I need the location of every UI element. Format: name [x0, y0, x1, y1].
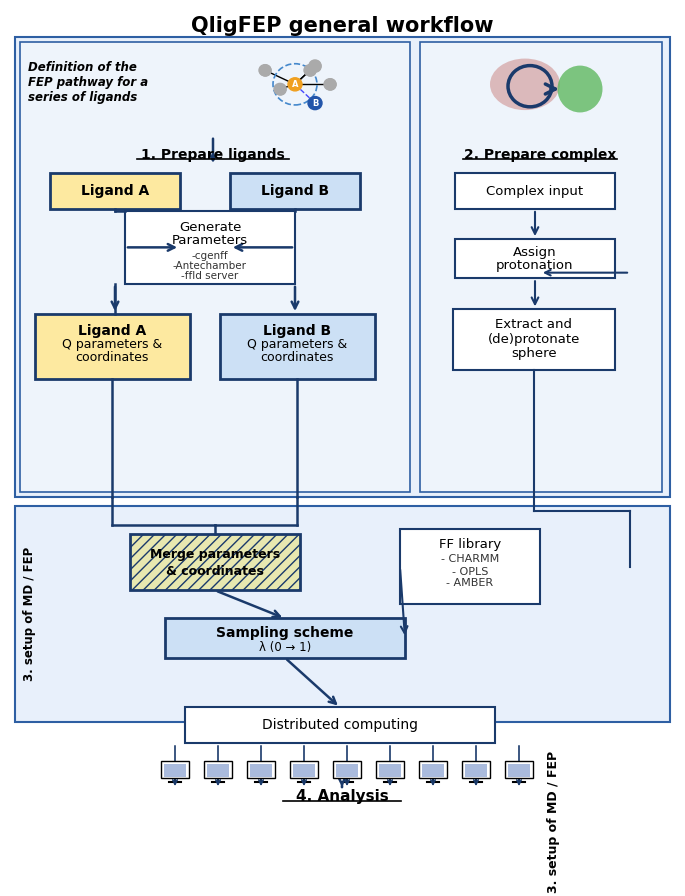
FancyBboxPatch shape — [505, 761, 533, 778]
FancyBboxPatch shape — [419, 761, 447, 778]
Circle shape — [274, 83, 286, 95]
FancyBboxPatch shape — [455, 173, 615, 209]
FancyBboxPatch shape — [422, 763, 444, 777]
Text: Parameters: Parameters — [172, 235, 248, 247]
FancyBboxPatch shape — [376, 761, 404, 778]
Text: & coordinates: & coordinates — [166, 565, 264, 578]
Text: coordinates: coordinates — [260, 351, 334, 365]
Text: λ (0 → 1): λ (0 → 1) — [259, 641, 311, 654]
FancyBboxPatch shape — [508, 763, 530, 777]
Text: Complex input: Complex input — [486, 185, 584, 198]
Text: 3. setup of MD / FEP: 3. setup of MD / FEP — [23, 547, 36, 681]
Text: Ligand B: Ligand B — [261, 185, 329, 198]
FancyBboxPatch shape — [455, 239, 615, 279]
Text: FF library: FF library — [439, 538, 501, 551]
FancyBboxPatch shape — [230, 173, 360, 209]
FancyBboxPatch shape — [420, 42, 662, 492]
FancyBboxPatch shape — [125, 211, 295, 284]
Ellipse shape — [558, 65, 603, 112]
FancyBboxPatch shape — [220, 314, 375, 380]
Text: 4. Analysis: 4. Analysis — [296, 789, 388, 804]
FancyBboxPatch shape — [462, 761, 490, 778]
Text: Sampling scheme: Sampling scheme — [216, 626, 353, 641]
Text: Q parameters &: Q parameters & — [62, 339, 162, 351]
Text: Distributed computing: Distributed computing — [262, 719, 418, 732]
Text: Definition of the
FEP pathway for a
series of ligands: Definition of the FEP pathway for a seri… — [28, 61, 148, 104]
Text: protonation: protonation — [496, 259, 574, 271]
FancyBboxPatch shape — [400, 530, 540, 605]
FancyBboxPatch shape — [130, 534, 300, 590]
FancyBboxPatch shape — [204, 761, 232, 778]
FancyBboxPatch shape — [465, 763, 487, 777]
Circle shape — [288, 78, 302, 90]
FancyBboxPatch shape — [15, 506, 670, 721]
FancyBboxPatch shape — [250, 763, 272, 777]
FancyBboxPatch shape — [164, 763, 186, 777]
FancyBboxPatch shape — [20, 42, 410, 492]
Circle shape — [304, 65, 316, 76]
Text: 1. Prepare ligands: 1. Prepare ligands — [141, 148, 285, 161]
Text: Ligand A: Ligand A — [78, 323, 146, 338]
FancyBboxPatch shape — [336, 763, 358, 777]
Text: Generate: Generate — [179, 221, 241, 234]
Circle shape — [324, 79, 336, 90]
FancyBboxPatch shape — [453, 309, 615, 370]
Text: A: A — [292, 80, 298, 89]
Text: 2. Prepare complex: 2. Prepare complex — [464, 148, 616, 161]
Text: Extract and: Extract and — [495, 318, 573, 331]
Text: B: B — [312, 99, 319, 108]
Text: -cgenff: -cgenff — [192, 251, 228, 261]
Text: QligFEP general workflow: QligFEP general workflow — [190, 16, 493, 36]
Text: -ffld server: -ffld server — [182, 271, 238, 281]
FancyBboxPatch shape — [333, 761, 361, 778]
Text: Ligand A: Ligand A — [81, 185, 149, 198]
Text: Ligand B: Ligand B — [263, 323, 331, 338]
Text: -Antechamber: -Antechamber — [173, 261, 247, 271]
FancyBboxPatch shape — [247, 761, 275, 778]
FancyBboxPatch shape — [207, 763, 229, 777]
FancyBboxPatch shape — [290, 761, 318, 778]
FancyBboxPatch shape — [35, 314, 190, 380]
Text: 3. setup of MD / FEP: 3. setup of MD / FEP — [547, 751, 560, 892]
Circle shape — [309, 60, 321, 71]
FancyBboxPatch shape — [379, 763, 401, 777]
Text: Merge parameters: Merge parameters — [150, 548, 280, 561]
Text: sphere: sphere — [511, 347, 557, 360]
Text: coordinates: coordinates — [75, 351, 149, 365]
FancyBboxPatch shape — [185, 708, 495, 743]
FancyBboxPatch shape — [165, 618, 405, 658]
FancyBboxPatch shape — [161, 761, 189, 778]
Text: Assign: Assign — [513, 246, 557, 259]
FancyBboxPatch shape — [50, 173, 180, 209]
Circle shape — [259, 65, 271, 76]
Circle shape — [308, 97, 322, 109]
Text: - CHARMM: - CHARMM — [441, 555, 499, 564]
Text: - AMBER: - AMBER — [447, 578, 494, 588]
FancyBboxPatch shape — [15, 38, 670, 496]
FancyBboxPatch shape — [293, 763, 315, 777]
Text: Q parameters &: Q parameters & — [247, 339, 347, 351]
Text: - OPLS: - OPLS — [452, 566, 488, 577]
Ellipse shape — [490, 58, 560, 110]
Text: (de)protonate: (de)protonate — [488, 332, 580, 346]
